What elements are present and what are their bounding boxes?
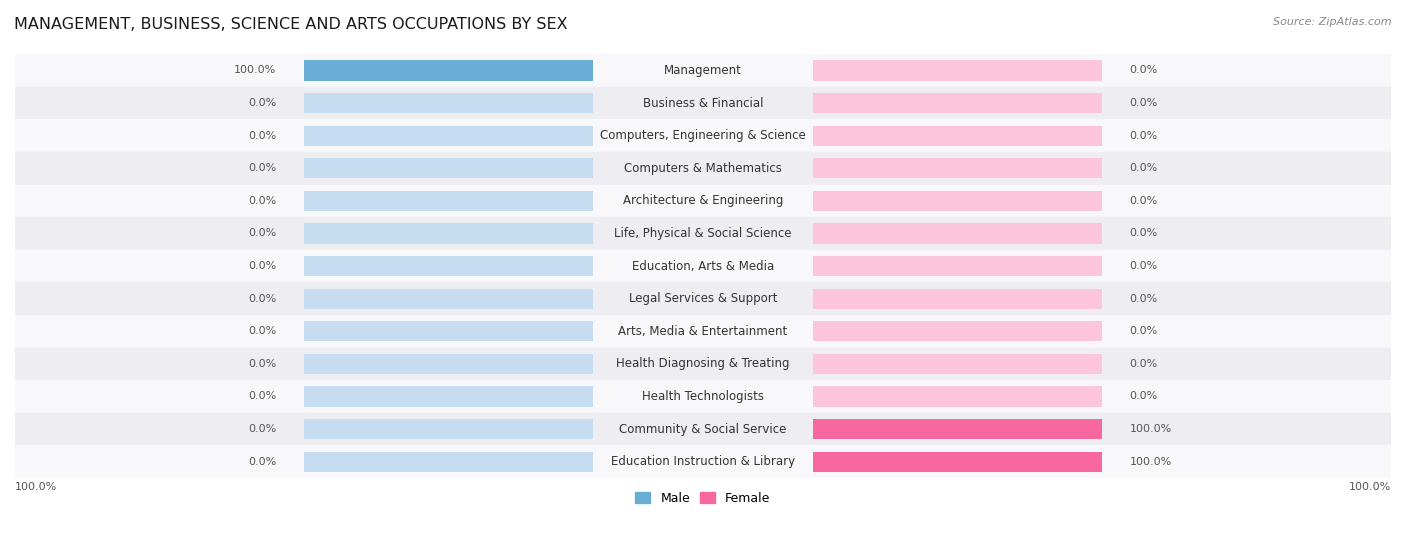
Text: 0.0%: 0.0% bbox=[249, 131, 277, 141]
Text: 0.0%: 0.0% bbox=[249, 261, 277, 271]
Bar bbox=[813, 419, 1102, 439]
Text: MANAGEMENT, BUSINESS, SCIENCE AND ARTS OCCUPATIONS BY SEX: MANAGEMENT, BUSINESS, SCIENCE AND ARTS O… bbox=[14, 17, 568, 32]
Text: 0.0%: 0.0% bbox=[1129, 98, 1157, 108]
Text: 100.0%: 100.0% bbox=[1129, 424, 1171, 434]
Bar bbox=[15, 119, 1391, 152]
Text: Computers & Mathematics: Computers & Mathematics bbox=[624, 162, 782, 175]
Text: Source: ZipAtlas.com: Source: ZipAtlas.com bbox=[1274, 17, 1392, 27]
Text: 0.0%: 0.0% bbox=[1129, 163, 1157, 173]
Text: Health Technologists: Health Technologists bbox=[643, 390, 763, 403]
Text: Computers, Engineering & Science: Computers, Engineering & Science bbox=[600, 129, 806, 142]
Text: 0.0%: 0.0% bbox=[1129, 326, 1157, 337]
Legend: Male, Female: Male, Female bbox=[630, 487, 776, 510]
Text: Education, Arts & Media: Education, Arts & Media bbox=[631, 259, 775, 273]
Bar bbox=[304, 452, 593, 472]
Text: 0.0%: 0.0% bbox=[1129, 391, 1157, 401]
Bar bbox=[813, 386, 1102, 406]
Text: 0.0%: 0.0% bbox=[249, 457, 277, 467]
Bar bbox=[15, 315, 1391, 348]
Bar bbox=[304, 158, 593, 178]
Bar bbox=[304, 126, 593, 146]
Text: Community & Social Service: Community & Social Service bbox=[619, 423, 787, 435]
Bar bbox=[813, 419, 1102, 439]
Bar bbox=[304, 60, 593, 80]
Bar bbox=[304, 60, 593, 80]
Bar bbox=[15, 54, 1391, 87]
Bar bbox=[813, 93, 1102, 113]
Text: 100.0%: 100.0% bbox=[235, 65, 277, 75]
Text: 0.0%: 0.0% bbox=[1129, 196, 1157, 206]
Text: 0.0%: 0.0% bbox=[1129, 131, 1157, 141]
Text: 0.0%: 0.0% bbox=[249, 163, 277, 173]
Bar bbox=[304, 191, 593, 211]
Bar bbox=[15, 446, 1391, 478]
Text: 0.0%: 0.0% bbox=[1129, 229, 1157, 239]
Bar bbox=[304, 419, 593, 439]
Bar bbox=[304, 386, 593, 406]
Bar bbox=[304, 321, 593, 342]
Bar bbox=[15, 87, 1391, 119]
Bar bbox=[813, 191, 1102, 211]
Bar bbox=[304, 256, 593, 276]
Bar bbox=[304, 93, 593, 113]
Bar bbox=[15, 184, 1391, 217]
Text: 0.0%: 0.0% bbox=[1129, 261, 1157, 271]
Bar bbox=[813, 452, 1102, 472]
Bar bbox=[15, 380, 1391, 413]
Text: Architecture & Engineering: Architecture & Engineering bbox=[623, 195, 783, 207]
Bar bbox=[813, 60, 1102, 80]
Text: 0.0%: 0.0% bbox=[249, 391, 277, 401]
Text: 0.0%: 0.0% bbox=[249, 229, 277, 239]
Bar bbox=[15, 348, 1391, 380]
Bar bbox=[813, 158, 1102, 178]
Bar bbox=[813, 452, 1102, 472]
Bar bbox=[15, 250, 1391, 282]
Bar bbox=[304, 224, 593, 244]
Text: 100.0%: 100.0% bbox=[1129, 457, 1171, 467]
Bar bbox=[813, 321, 1102, 342]
Text: 0.0%: 0.0% bbox=[1129, 65, 1157, 75]
Bar bbox=[813, 126, 1102, 146]
Text: 100.0%: 100.0% bbox=[15, 482, 58, 492]
Bar bbox=[813, 354, 1102, 374]
Text: Health Diagnosing & Treating: Health Diagnosing & Treating bbox=[616, 357, 790, 371]
Bar bbox=[813, 224, 1102, 244]
Text: Management: Management bbox=[664, 64, 742, 77]
Text: Education Instruction & Library: Education Instruction & Library bbox=[612, 455, 794, 468]
Bar bbox=[813, 256, 1102, 276]
Bar bbox=[15, 217, 1391, 250]
Text: Legal Services & Support: Legal Services & Support bbox=[628, 292, 778, 305]
Bar bbox=[15, 282, 1391, 315]
Bar bbox=[304, 288, 593, 309]
Bar bbox=[15, 152, 1391, 184]
Bar bbox=[304, 354, 593, 374]
Text: 0.0%: 0.0% bbox=[249, 359, 277, 369]
Text: Arts, Media & Entertainment: Arts, Media & Entertainment bbox=[619, 325, 787, 338]
Bar bbox=[15, 413, 1391, 446]
Text: 0.0%: 0.0% bbox=[249, 293, 277, 304]
Bar bbox=[813, 288, 1102, 309]
Text: 0.0%: 0.0% bbox=[1129, 359, 1157, 369]
Text: 0.0%: 0.0% bbox=[249, 98, 277, 108]
Text: 0.0%: 0.0% bbox=[1129, 293, 1157, 304]
Text: 100.0%: 100.0% bbox=[1348, 482, 1391, 492]
Text: 0.0%: 0.0% bbox=[249, 326, 277, 337]
Text: 0.0%: 0.0% bbox=[249, 424, 277, 434]
Text: Life, Physical & Social Science: Life, Physical & Social Science bbox=[614, 227, 792, 240]
Text: Business & Financial: Business & Financial bbox=[643, 97, 763, 110]
Text: 0.0%: 0.0% bbox=[249, 196, 277, 206]
